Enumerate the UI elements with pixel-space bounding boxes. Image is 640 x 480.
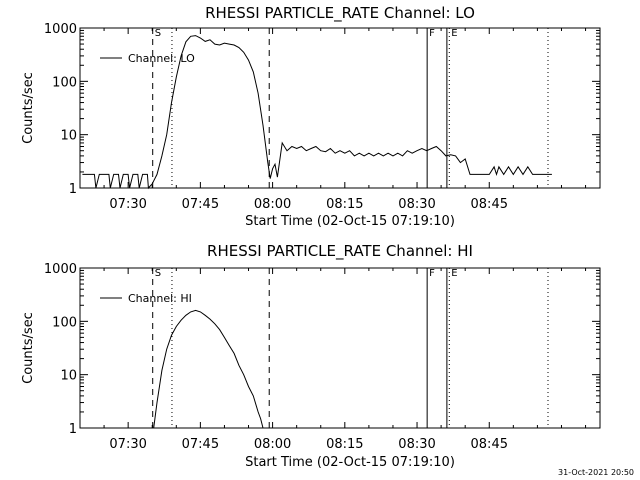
time-marker-label: S bbox=[155, 28, 161, 39]
x-tick-label: 08:45 bbox=[471, 437, 508, 452]
chart-title: RHESSI PARTICLE_RATE Channel: LO bbox=[205, 4, 475, 23]
x-tick-label: 08:30 bbox=[398, 197, 435, 212]
chart-title: RHESSI PARTICLE_RATE Channel: HI bbox=[207, 242, 473, 261]
y-tick-label: 10 bbox=[60, 129, 77, 144]
x-tick-label: 07:30 bbox=[109, 197, 146, 212]
x-axis-label: Start Time (02-Oct-15 07:19:10) bbox=[245, 455, 455, 470]
x-tick-label: 08:45 bbox=[471, 197, 508, 212]
y-tick-label: 1 bbox=[69, 182, 77, 197]
series-line bbox=[82, 35, 552, 190]
x-tick-label: 08:30 bbox=[398, 437, 435, 452]
x-tick-label: 07:30 bbox=[109, 437, 146, 452]
x-tick-label: 08:15 bbox=[326, 197, 363, 212]
time-marker-label: F bbox=[429, 28, 435, 39]
plot-frame bbox=[79, 27, 601, 189]
y-tick-label: 10 bbox=[60, 369, 77, 384]
x-tick-label: 08:15 bbox=[326, 437, 363, 452]
time-marker-label: F bbox=[429, 268, 435, 279]
y-tick-label: 1000 bbox=[44, 262, 77, 277]
plot-frame bbox=[79, 267, 601, 429]
x-tick-label: 08:00 bbox=[254, 197, 291, 212]
time-marker-label: S bbox=[155, 268, 161, 279]
y-tick-label: 100 bbox=[52, 315, 77, 330]
y-tick-label: 1000 bbox=[44, 22, 77, 37]
chart-panel-1: RHESSI PARTICLE_RATE Channel: HI 1 10 100 10… bbox=[21, 242, 601, 470]
x-tick-label: 07:45 bbox=[182, 197, 219, 212]
y-axis-label: Counts/sec bbox=[21, 72, 36, 144]
x-tick-label: 07:45 bbox=[182, 437, 219, 452]
footer-timestamp: 31-Oct-2021 20:50 bbox=[558, 468, 634, 477]
y-axis-label: Counts/sec bbox=[21, 312, 36, 384]
legend-label: Channel: HI bbox=[128, 292, 192, 305]
time-marker-label: E bbox=[451, 268, 457, 279]
series-line bbox=[153, 309, 264, 429]
chart-panel-0: RHESSI PARTICLE_RATE Channel: LO 1 10 100 10… bbox=[21, 4, 601, 229]
y-tick-label: 1 bbox=[69, 422, 77, 437]
x-axis-label: Start Time (02-Oct-15 07:19:10) bbox=[245, 214, 455, 229]
x-tick-label: 08:00 bbox=[254, 437, 291, 452]
y-tick-label: 100 bbox=[52, 75, 77, 90]
time-marker-label: E bbox=[451, 28, 457, 39]
legend-label: Channel: LO bbox=[128, 52, 195, 65]
